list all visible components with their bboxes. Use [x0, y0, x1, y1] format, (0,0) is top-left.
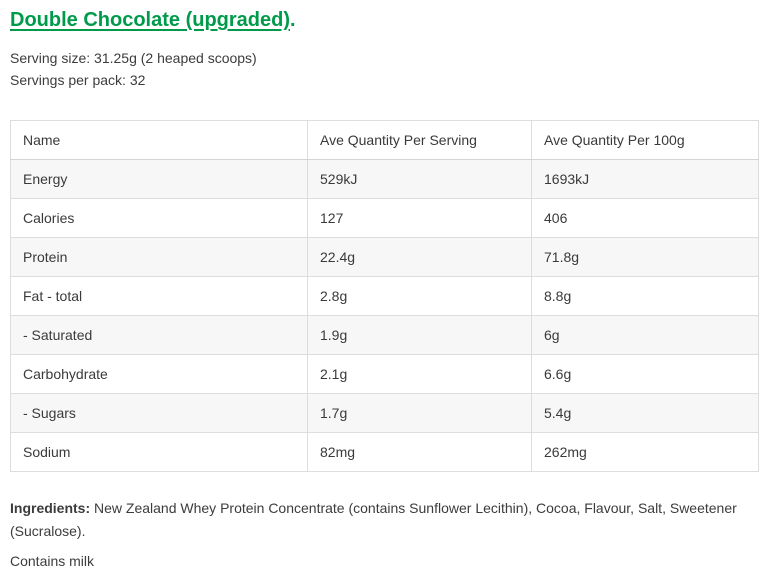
- serving-size-text: Serving size: 31.25g (2 heaped scoops): [10, 50, 257, 66]
- ingredients-paragraph: Ingredients: New Zealand Whey Protein Co…: [10, 497, 750, 543]
- row-label: Protein: [10, 237, 308, 277]
- value-per-serving: 2.8g: [307, 276, 532, 316]
- value-per-100g: 1693kJ: [531, 159, 759, 199]
- value-per-serving: 82mg: [307, 432, 532, 472]
- ingredients-label: Ingredients:: [10, 500, 91, 516]
- value-per-serving: 1.7g: [307, 393, 532, 433]
- nutrition-table: Name Ave Quantity Per Serving Ave Quanti…: [10, 120, 759, 472]
- allergen-note: Contains milk: [10, 553, 95, 569]
- table-header-row: Name Ave Quantity Per Serving Ave Quanti…: [10, 120, 759, 160]
- column-header-per-100g: Ave Quantity Per 100g: [531, 120, 759, 160]
- table-row-sodium: Sodium 82mg 262mg: [10, 432, 759, 472]
- servings-per-pack-text: Servings per pack: 32: [10, 72, 146, 88]
- title-period: .: [290, 9, 296, 31]
- row-label: Energy: [10, 159, 308, 199]
- serving-info: Serving size: 31.25g (2 heaped scoops) S…: [10, 47, 765, 91]
- value-per-serving: 2.1g: [307, 354, 532, 394]
- row-label: Sodium: [10, 432, 308, 472]
- value-per-100g: 406: [531, 198, 759, 238]
- value-per-100g: 5.4g: [531, 393, 759, 433]
- value-per-100g: 6g: [531, 315, 759, 355]
- value-per-serving: 127: [307, 198, 532, 238]
- value-per-serving: 1.9g: [307, 315, 532, 355]
- value-per-100g: 71.8g: [531, 237, 759, 277]
- row-label: Fat - total: [10, 276, 308, 316]
- table-row-fat-total: Fat - total 2.8g 8.8g: [10, 276, 759, 316]
- value-per-100g: 8.8g: [531, 276, 759, 316]
- row-label: Calories: [10, 198, 308, 238]
- ingredients-text: New Zealand Whey Protein Concentrate (co…: [10, 500, 737, 539]
- table-row-protein: Protein 22.4g 71.8g: [10, 237, 759, 277]
- row-label-indented: - Sugars: [10, 393, 308, 433]
- table-row-sugars: - Sugars 1.7g 5.4g: [10, 393, 759, 433]
- row-label-indented: - Saturated: [10, 315, 308, 355]
- table-row-saturated: - Saturated 1.9g 6g: [10, 315, 759, 355]
- row-label: Carbohydrate: [10, 354, 308, 394]
- table-row-calories: Calories 127 406: [10, 198, 759, 238]
- column-header-name: Name: [10, 120, 308, 160]
- table-row-energy: Energy 529kJ 1693kJ: [10, 159, 759, 199]
- value-per-100g: 262mg: [531, 432, 759, 472]
- value-per-serving: 529kJ: [307, 159, 532, 199]
- page-title: Double Chocolate (upgraded).: [10, 8, 765, 32]
- table-row-carbohydrate: Carbohydrate 2.1g 6.6g: [10, 354, 759, 394]
- product-title-link[interactable]: Double Chocolate (upgraded): [10, 9, 290, 31]
- value-per-serving: 22.4g: [307, 237, 532, 277]
- value-per-100g: 6.6g: [531, 354, 759, 394]
- column-header-per-serving: Ave Quantity Per Serving: [307, 120, 532, 160]
